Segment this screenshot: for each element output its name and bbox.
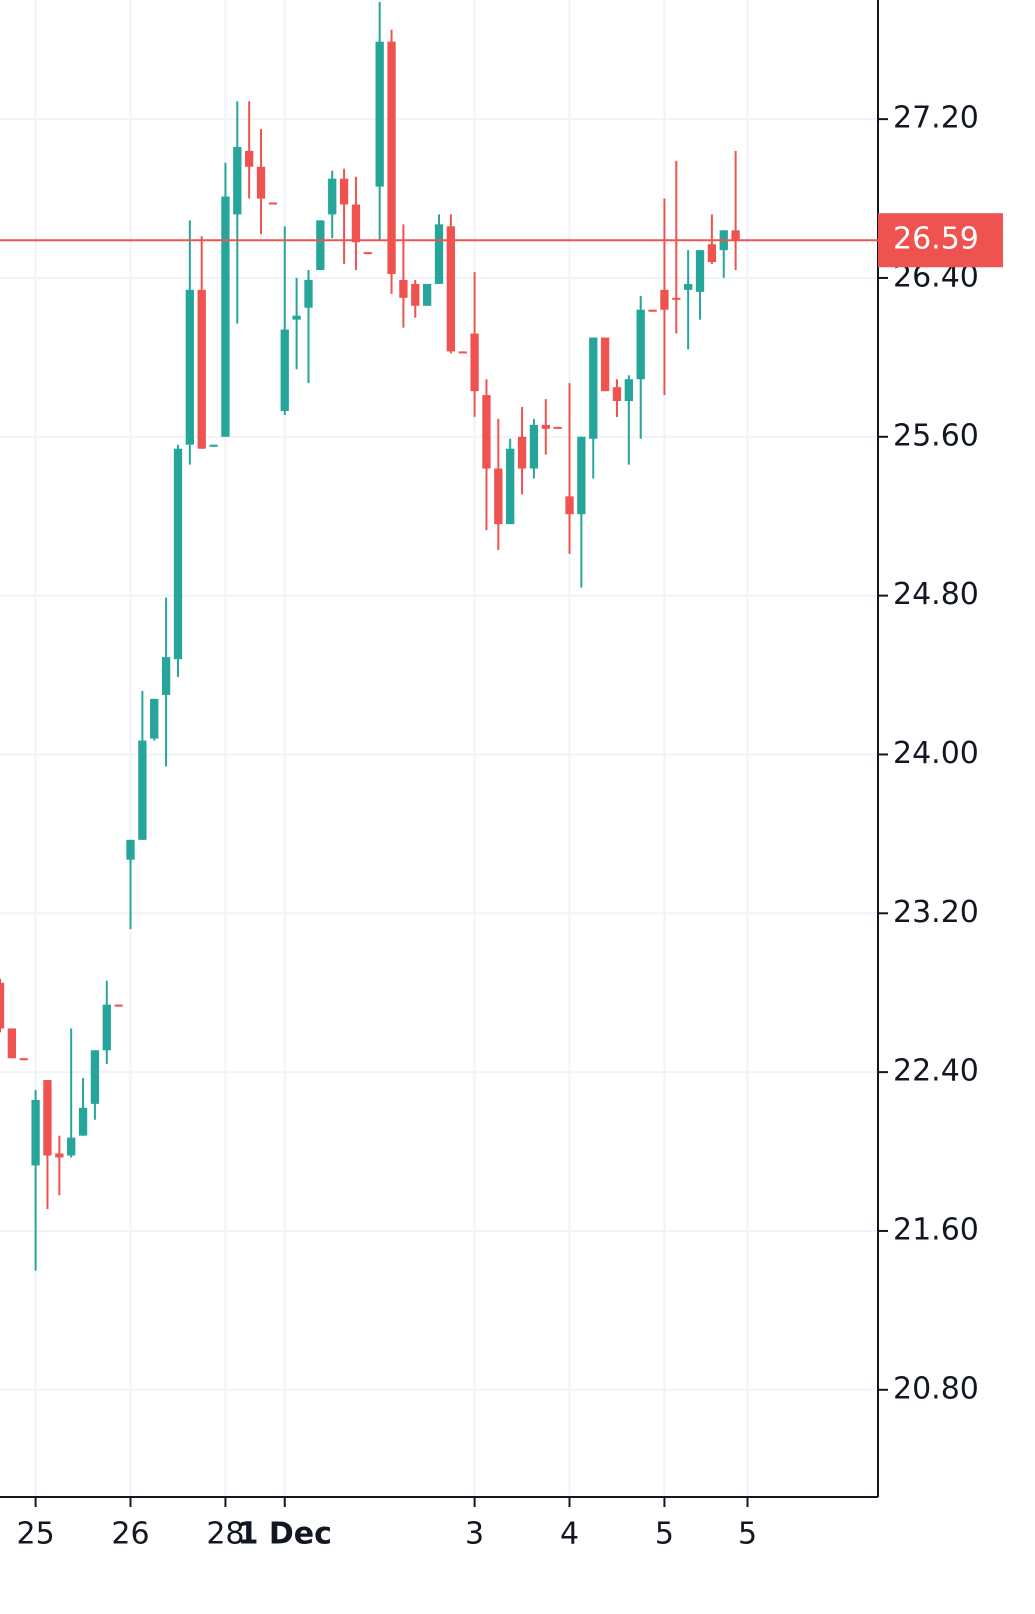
y-tick-label: 25.60 (893, 418, 979, 453)
candle-body (494, 468, 503, 525)
candle-body (221, 196, 230, 437)
candle-body (7, 1028, 17, 1059)
candle-body (245, 150, 254, 167)
candle-body (150, 698, 159, 739)
x-tick-label: 5 (738, 1517, 757, 1552)
x-tick-label: 4 (560, 1517, 579, 1552)
x-tick-label: 25 (17, 1517, 55, 1552)
candle-body (482, 395, 491, 469)
candle-body (636, 309, 645, 380)
candle-body (304, 279, 313, 308)
candle-body (209, 444, 218, 447)
candle-body (292, 315, 301, 320)
candle-body (233, 146, 242, 215)
candle-body (90, 1050, 100, 1104)
candle-body (446, 226, 456, 352)
last-price-box (878, 213, 1003, 268)
candle-body (660, 289, 669, 310)
candle-body (672, 297, 681, 300)
candle-body (363, 252, 372, 255)
y-tick-label: 22.40 (893, 1054, 979, 1089)
x-tick-label: 1 Dec (238, 1517, 332, 1552)
candle-body (102, 1004, 111, 1051)
candle-body (612, 387, 622, 402)
x-tick-label: 3 (465, 1517, 484, 1552)
candle-body (541, 424, 550, 429)
candle-body (55, 1153, 64, 1158)
x-tick-label: 5 (655, 1517, 674, 1552)
y-tick-label: 23.20 (893, 895, 979, 930)
x-tick-label: 28 (206, 1517, 244, 1552)
candle-body (173, 448, 183, 660)
y-tick-label: 21.60 (893, 1212, 979, 1247)
candle-body (600, 337, 610, 392)
candle-body (268, 202, 278, 205)
candle-body (577, 436, 586, 515)
candle-body (31, 1099, 40, 1166)
candle-body (422, 283, 432, 306)
y-tick-label: 27.20 (893, 101, 979, 136)
candle-body (707, 244, 717, 263)
candle-body (624, 379, 633, 402)
candle-body (161, 657, 171, 695)
candle-body (470, 333, 479, 392)
candle-body (517, 436, 527, 469)
candle-body (648, 309, 657, 312)
candle-body (684, 283, 693, 290)
candle-body (280, 329, 289, 411)
candle-body (553, 426, 562, 429)
y-tick-label: 24.80 (893, 577, 979, 612)
candle-body (351, 204, 361, 243)
candle-body (138, 740, 147, 840)
candle-body (197, 289, 206, 449)
candle-body (114, 1004, 123, 1007)
x-tick-label: 26 (111, 1517, 149, 1552)
y-tick-label: 20.80 (893, 1371, 979, 1406)
candle-body (731, 230, 740, 241)
candle-body (375, 41, 384, 187)
candle-body (458, 351, 467, 354)
candle-body (589, 337, 598, 439)
candle-body (565, 496, 574, 515)
candle-body (78, 1107, 88, 1136)
candle-body (399, 279, 408, 298)
candle-body (185, 289, 194, 445)
candle-body (67, 1137, 76, 1156)
candle-body (434, 224, 444, 284)
candle-body (339, 178, 349, 205)
last-price-label: 26.59 (893, 222, 979, 257)
y-tick-label: 24.00 (893, 736, 979, 771)
candle-body (506, 448, 515, 525)
candle-body (529, 424, 539, 469)
candle-body (256, 166, 266, 199)
candle-body (695, 250, 705, 292)
candle-body (411, 283, 420, 306)
candle-body (387, 41, 396, 274)
candle-body (126, 839, 135, 860)
candle-body (316, 220, 325, 271)
candle-body (19, 1058, 28, 1061)
candle-body (43, 1080, 52, 1156)
candle-body (328, 178, 337, 215)
candle-body (0, 982, 5, 1029)
